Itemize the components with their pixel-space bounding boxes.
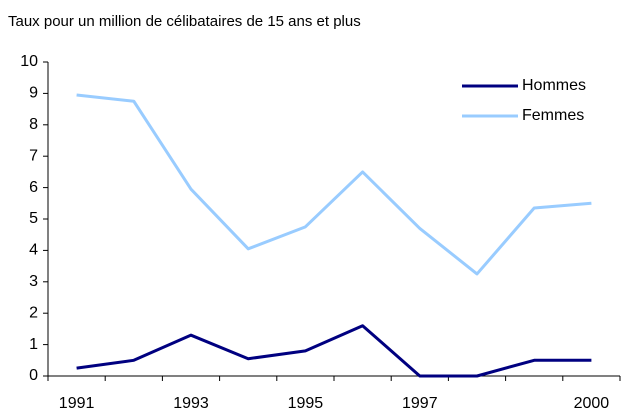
y-tick-label: 7 xyxy=(29,147,38,164)
legend-label: Femmes xyxy=(522,107,584,124)
chart-title: Taux pour un million de célibataires de … xyxy=(8,13,361,30)
legend-label: Hommes xyxy=(522,77,586,94)
y-tick-label: 8 xyxy=(29,116,38,133)
y-tick-label: 6 xyxy=(29,179,38,196)
y-tick-label: 9 xyxy=(29,85,38,102)
x-tick-label: 1997 xyxy=(402,395,438,412)
y-tick-label: 10 xyxy=(20,53,38,70)
x-tick-label: 2000 xyxy=(574,395,610,412)
x-tick-label: 1991 xyxy=(59,395,95,412)
y-tick-label: 3 xyxy=(29,273,38,290)
x-tick-label: 1993 xyxy=(173,395,209,412)
y-tick-label: 2 xyxy=(29,304,38,321)
y-tick-label: 0 xyxy=(29,367,38,384)
series-line xyxy=(76,93,592,276)
y-tick-label: 1 xyxy=(29,336,38,353)
y-tick-label: 5 xyxy=(29,210,38,227)
y-tick-label: 4 xyxy=(29,242,38,259)
series-line xyxy=(76,324,592,378)
x-tick-label: 1995 xyxy=(288,395,324,412)
